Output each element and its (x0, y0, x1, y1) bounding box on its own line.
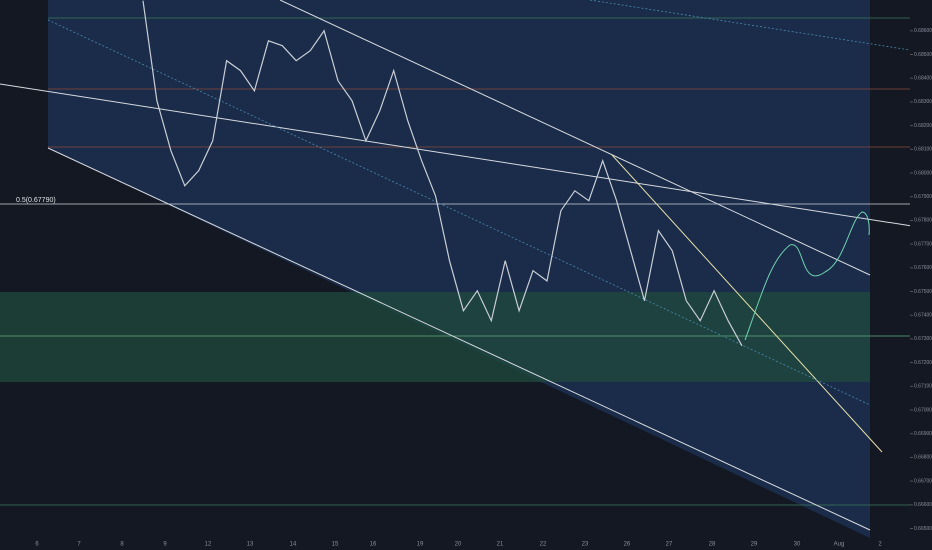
trend-line (279, 0, 871, 276)
y-tick-label: 0.68200 (914, 123, 932, 129)
y-tick-label: 0.67000 (914, 407, 932, 413)
y-tick-label: 0.67800 (914, 218, 932, 224)
y-tick-label: 0.67600 (914, 265, 932, 271)
y-tick-label: 0.68600 (914, 28, 932, 34)
y-tick-label: 0.68000 (914, 170, 932, 176)
x-tick-label: 28 (709, 542, 716, 548)
x-tick-label: 30 (794, 542, 801, 548)
x-tick-label: 19 (417, 542, 424, 548)
x-tick-label: 13 (247, 542, 254, 548)
price-axis (910, 0, 932, 550)
demand-zone (0, 292, 870, 382)
trend-line (611, 154, 883, 453)
x-tick-label: 20 (455, 542, 462, 548)
x-tick-label: 23 (582, 542, 589, 548)
y-tick-label: 0.67900 (914, 194, 932, 200)
y-tick-label: 0.67500 (914, 289, 932, 295)
projection (744, 211, 870, 341)
y-tick-label: 0.67100 (914, 384, 932, 390)
x-tick-label: 26 (624, 542, 631, 548)
y-tick-label: 0.66500 (914, 526, 932, 532)
y-tick-label: 0.66600 (914, 502, 932, 508)
price-line (142, 0, 743, 347)
x-tick-label: 12 (205, 542, 212, 548)
y-tick-label: 0.67700 (914, 241, 932, 247)
x-tick-label: 15 (332, 542, 339, 548)
fib-label: 0.5(0.67790) (16, 197, 56, 204)
x-tick-label: 21 (497, 542, 504, 548)
y-tick-label: 0.68500 (914, 52, 932, 58)
y-tick-label: 0.67200 (914, 360, 932, 366)
y-tick-label: 0.68100 (914, 147, 932, 153)
x-tick-label: 16 (370, 542, 377, 548)
x-tick-label: Aug (834, 542, 845, 548)
x-tick-label: 9 (163, 542, 167, 548)
y-tick-label: 0.68400 (914, 76, 932, 82)
channel-zone (48, 0, 870, 538)
midline (589, 0, 911, 51)
x-tick-label: 29 (751, 542, 758, 548)
x-tick-label: 7 (77, 542, 81, 548)
x-tick-label: 22 (540, 542, 547, 548)
trend-line (47, 147, 871, 531)
time-axis (0, 538, 910, 550)
y-tick-label: 0.66800 (914, 455, 932, 461)
y-tick-label: 0.66700 (914, 478, 932, 484)
trend-line (0, 83, 913, 227)
midline (47, 19, 871, 406)
y-tick-label: 0.66900 (914, 431, 932, 437)
y-tick-label: 0.67400 (914, 313, 932, 319)
y-tick-label: 0.67300 (914, 336, 932, 342)
x-tick-label: 14 (290, 542, 297, 548)
y-tick-label: 0.68300 (914, 99, 932, 105)
x-tick-label: 8 (120, 542, 124, 548)
x-tick-label: 2 (878, 542, 882, 548)
x-tick-label: 27 (666, 542, 673, 548)
x-tick-label: 6 (35, 542, 39, 548)
